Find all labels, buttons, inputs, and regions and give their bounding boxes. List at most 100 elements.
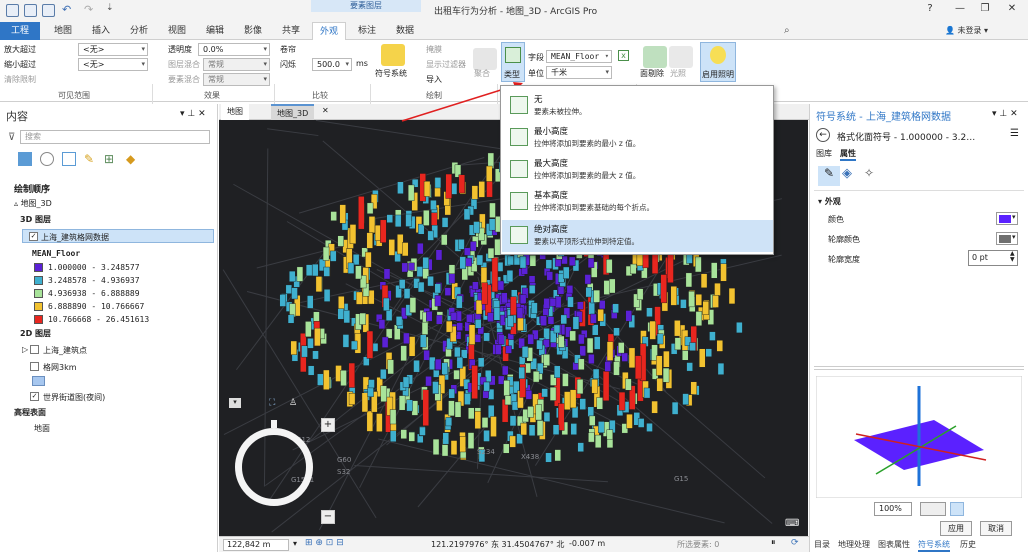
legend-swatch[interactable]: [34, 289, 43, 298]
bottom-tab-symbology[interactable]: 符号系统: [918, 539, 950, 552]
list-by-snapping-icon[interactable]: ⊞: [104, 152, 114, 166]
layer-grid3km-label[interactable]: 格网3km: [43, 362, 77, 373]
pane-menu-icon[interactable]: ▾ ⊥ ✕: [992, 109, 1018, 119]
tab-data[interactable]: 数据: [388, 22, 422, 40]
contents-search-input[interactable]: 搜索: [20, 130, 210, 144]
preview-zoom-select[interactable]: 100%: [874, 502, 912, 516]
layer-street-label[interactable]: 世界街道图(夜间): [43, 392, 105, 403]
flicker-input[interactable]: 500.0: [312, 58, 352, 71]
layer-grid-row[interactable]: ✓ 上海_建筑格网数据: [22, 229, 214, 243]
close-tab-icon[interactable]: ✕: [322, 106, 329, 115]
tab-map[interactable]: 地图: [46, 22, 80, 40]
clear-limits-button[interactable]: 清除限制: [4, 74, 36, 85]
status-tools-icons[interactable]: ⊞ ⊕ ⊡ ⊟: [305, 538, 344, 548]
expression-icon[interactable]: x: [618, 50, 629, 61]
list-by-drawing-order-icon[interactable]: [18, 152, 32, 166]
new-project-icon[interactable]: [6, 4, 19, 17]
map-view-tab-2d[interactable]: 地图: [221, 104, 249, 120]
tab-analysis[interactable]: 分析: [122, 22, 156, 40]
field-select[interactable]: MEAN_Floor: [546, 50, 612, 63]
refresh-icon[interactable]: ⟳: [791, 538, 799, 548]
undo-icon[interactable]: ↶: [62, 3, 71, 16]
face-cull-button[interactable]: 面剔除: [640, 68, 664, 79]
extrusion-option-max-height[interactable]: 最大高度 拉伸将添加到要素的最大 z 值。: [502, 154, 773, 186]
map-info-icon[interactable]: ⌨: [785, 518, 799, 529]
tab-properties[interactable]: 属性: [840, 148, 856, 161]
zoom-in-beyond-select[interactable]: <无>: [78, 43, 148, 56]
aggregate-button[interactable]: 聚合: [474, 68, 490, 79]
tab-insert[interactable]: 插入: [84, 22, 118, 40]
extrusion-option-absolute-height[interactable]: 绝对高度 要素以平顶形式拉伸到特定值。: [502, 220, 773, 252]
map-node[interactable]: ▵ 地图_3D: [14, 198, 52, 209]
save-icon[interactable]: [42, 4, 55, 17]
redo-icon[interactable]: ↷: [84, 3, 93, 16]
tab-edit[interactable]: 编辑: [198, 22, 232, 40]
transparency-input[interactable]: 0.0%: [198, 43, 270, 56]
sign-in-button[interactable]: 👤 未登录 ▾: [945, 25, 988, 36]
filter-icon[interactable]: ⊽: [8, 132, 15, 143]
tab-gallery[interactable]: 图库: [816, 148, 832, 159]
light-icon[interactable]: [669, 46, 693, 68]
list-by-labeling-icon[interactable]: ◆: [126, 152, 135, 166]
pause-icon[interactable]: ⏸: [771, 538, 776, 548]
import-button[interactable]: 导入: [426, 74, 442, 85]
symbology-icon[interactable]: [381, 44, 405, 66]
preview-grid-toggle[interactable]: [950, 502, 964, 516]
customize-qat-icon[interactable]: ⇣: [106, 3, 114, 13]
pane-menu-icon[interactable]: ▾ ⊥ ✕: [180, 109, 206, 119]
outline-color-picker[interactable]: ▾: [996, 232, 1018, 245]
unit-select[interactable]: 千米: [546, 66, 612, 79]
layer-points-label[interactable]: 上海_建筑点: [43, 345, 87, 356]
ground-item[interactable]: 地面: [34, 423, 50, 434]
symbol-brush-icon[interactable]: ✎: [818, 166, 840, 186]
help-button[interactable]: ?: [920, 3, 940, 14]
open-project-icon[interactable]: [24, 4, 37, 17]
feature-blend-select[interactable]: 常规: [203, 73, 270, 86]
extrusion-option-min-height[interactable]: 最小高度 拉伸将添加到要素的最小 z 值。: [502, 122, 773, 154]
navigator-toggle-icon[interactable]: ▾: [229, 398, 241, 408]
aggregate-icon[interactable]: [473, 48, 497, 70]
layer-blend-select[interactable]: 常规: [203, 58, 270, 71]
list-by-source-icon[interactable]: [40, 152, 54, 166]
enable-lighting-button[interactable]: 启用照明: [700, 42, 736, 82]
full-extent-icon[interactable]: ⛶: [269, 398, 275, 408]
bottom-tab-geoprocessing[interactable]: 地理处理: [838, 539, 870, 550]
layers-icon[interactable]: ◈: [842, 166, 852, 181]
mask-button[interactable]: 掩膜: [426, 44, 442, 55]
legend-swatch[interactable]: [34, 302, 43, 311]
layer-street-checkbox[interactable]: ✓: [30, 392, 39, 401]
wrench-icon[interactable]: ✧: [864, 166, 874, 180]
legend-swatch[interactable]: [34, 263, 43, 272]
zoom-out-button[interactable]: −: [321, 510, 335, 524]
legend-swatch[interactable]: [34, 276, 43, 285]
scale-dropdown-icon[interactable]: ▾: [293, 539, 297, 548]
preview-background-select[interactable]: [920, 502, 946, 516]
scale-input[interactable]: 122,842 m: [223, 539, 289, 551]
face-cull-icon[interactable]: [643, 46, 667, 68]
apply-button[interactable]: 应用: [940, 521, 972, 536]
extrusion-option-none[interactable]: 无要素未被拉伸。: [502, 90, 773, 122]
legend-swatch[interactable]: [34, 315, 43, 324]
close-button[interactable]: ✕: [1002, 3, 1022, 14]
fill-color-picker[interactable]: ▾: [996, 212, 1018, 225]
tab-project[interactable]: 工程: [0, 22, 40, 40]
zoom-out-beyond-select[interactable]: <无>: [78, 58, 148, 71]
bottom-tab-catalog[interactable]: 目录: [814, 539, 830, 550]
restore-button[interactable]: ❐: [975, 3, 995, 14]
layer-points-checkbox[interactable]: [30, 345, 39, 354]
person-icon[interactable]: ♙: [289, 398, 297, 408]
tab-labeling[interactable]: 标注: [350, 22, 384, 40]
symbology-button[interactable]: 符号系统: [375, 68, 407, 79]
swipe-button[interactable]: 卷帘: [280, 44, 296, 55]
zoom-in-button[interactable]: +: [321, 418, 335, 432]
splitter[interactable]: [814, 366, 1024, 370]
light-button[interactable]: 光照: [670, 68, 686, 79]
list-by-selection-icon[interactable]: [62, 152, 76, 166]
back-button[interactable]: ←: [816, 128, 830, 142]
extrusion-option-base-height[interactable]: 基本高度 拉伸将添加到要素基础的每个折点。: [502, 186, 773, 218]
extrusion-type-button[interactable]: 类型: [501, 42, 525, 82]
bottom-tab-history[interactable]: 历史: [960, 539, 976, 550]
stepper-icon[interactable]: ▲ ▼: [1010, 251, 1015, 263]
map-view-tab-3d[interactable]: 地图_3D: [271, 104, 314, 120]
navigator-ring[interactable]: [235, 428, 313, 506]
